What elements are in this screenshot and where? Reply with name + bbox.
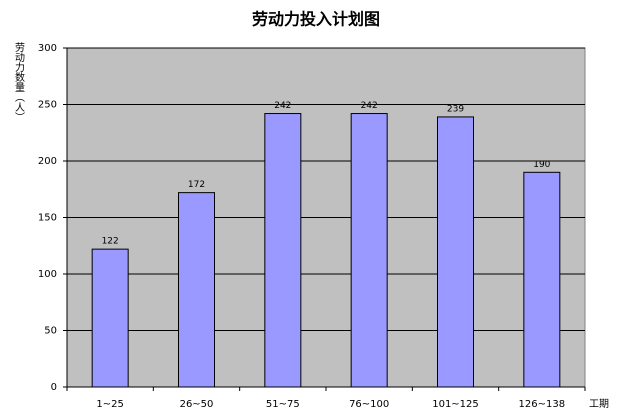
bar: [350, 113, 388, 388]
x-tick-label: 126~138: [519, 399, 566, 409]
x-tick-label: 76~100: [349, 399, 389, 409]
bar: [437, 116, 474, 388]
y-tick-label: 100: [38, 269, 57, 280]
bar: [91, 248, 129, 388]
y-axis-title: 劳动力数量（人）: [13, 41, 25, 122]
y-tick-label: 150: [38, 213, 57, 224]
x-tick-label: 1~25: [96, 399, 123, 409]
y-tick-label: 200: [38, 156, 57, 167]
chart-title: 劳动力投入计划图: [252, 10, 380, 29]
data-label: 122: [102, 237, 119, 247]
x-tick-label: 51~75: [266, 399, 300, 409]
bar: [264, 113, 302, 388]
bar: [523, 171, 561, 388]
y-tick-label: 0: [51, 382, 57, 393]
x-tick-label: 101~125: [432, 399, 479, 409]
y-tick-label: 300: [38, 43, 57, 54]
bar: [178, 192, 215, 388]
data-label: 242: [274, 101, 291, 111]
data-label: 239: [447, 104, 464, 114]
y-tick-label: 50: [44, 326, 57, 337]
x-axis-title: 工期: [589, 398, 609, 409]
y-tick-label: 250: [38, 100, 57, 111]
data-label: 242: [361, 101, 378, 111]
data-label: 190: [533, 160, 550, 170]
data-label: 172: [188, 180, 205, 190]
x-tick-label: 26~50: [180, 399, 214, 409]
